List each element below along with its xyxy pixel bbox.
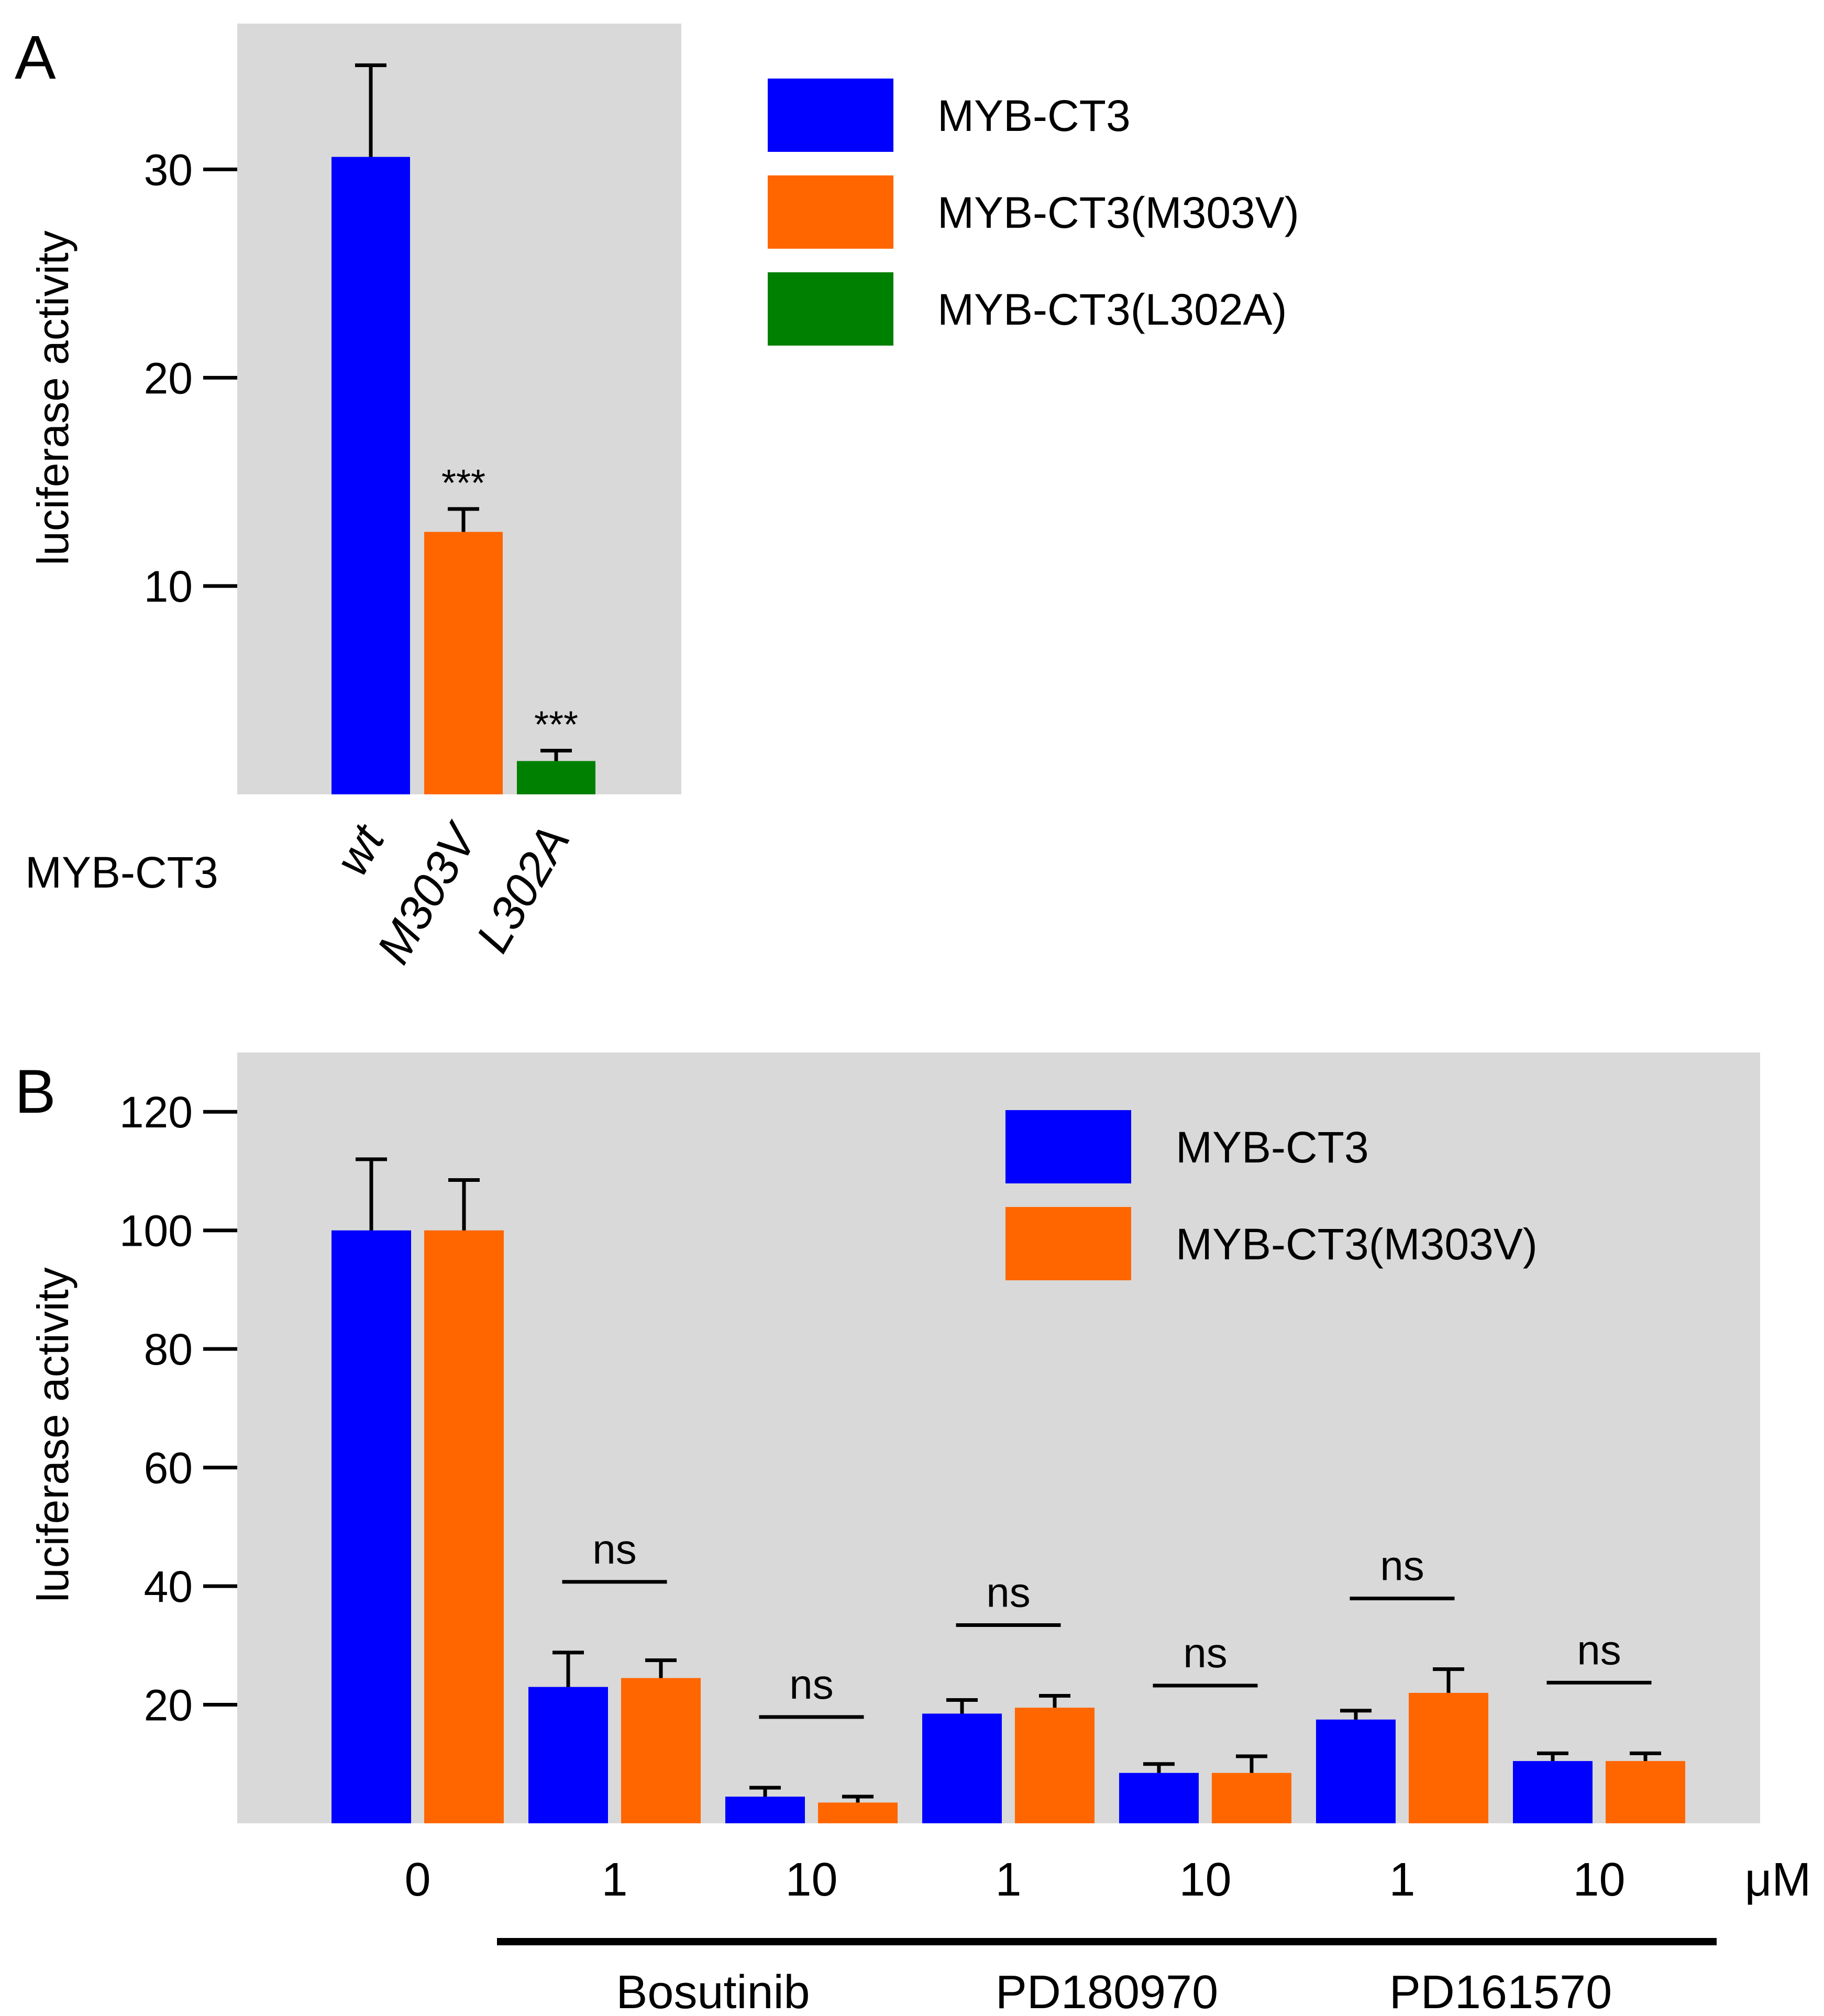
panel-a-x-tick-label: L302A bbox=[467, 817, 580, 961]
panel-b-drug-labels: Bosutinib PD180970 PD161570 bbox=[497, 1938, 1717, 2016]
panel-b-legend-label: MYB-CT3 bbox=[1176, 1123, 1369, 1172]
panel-b-significance-label: ns bbox=[986, 1569, 1031, 1616]
panel-b-error-bar bbox=[1340, 1709, 1372, 1720]
panel-a-x-tick-label: M303V bbox=[367, 813, 489, 972]
panel-b-drug-label: PD180970 bbox=[996, 1966, 1218, 2016]
panel-a-bar-wt bbox=[331, 157, 410, 794]
panel-a-error-bar bbox=[448, 507, 479, 532]
panel-b-dose-label: 0 bbox=[404, 1854, 430, 1906]
panel-a-significance-label: *** bbox=[441, 462, 485, 504]
panel-b-label: B bbox=[15, 1057, 56, 1126]
panel-b-legend-swatch bbox=[1005, 1110, 1131, 1183]
panel-b-significance-label: ns bbox=[1577, 1626, 1621, 1673]
panel-b-y-tick-label: 60 bbox=[144, 1444, 193, 1493]
panel-a-error-bar bbox=[540, 748, 572, 761]
panel-b-error-bar bbox=[1143, 1762, 1175, 1773]
panel-a-significance-label: *** bbox=[534, 704, 578, 746]
panel-b-legend: MYB-CT3 MYB-CT3(M303V) bbox=[1005, 1110, 1538, 1280]
panel-a-error-bar bbox=[355, 63, 386, 157]
panel-a-bars: *** *** bbox=[331, 63, 595, 794]
panel-b-drug-label: PD161570 bbox=[1389, 1966, 1612, 2016]
panel-b-legend-swatch bbox=[1005, 1207, 1131, 1280]
panel-b-bar-blue bbox=[1513, 1761, 1593, 1823]
panel-b-bar-blue bbox=[1316, 1719, 1396, 1823]
panel-b-y-tick-label: 120 bbox=[119, 1088, 193, 1137]
panel-b-y-tick-label: 80 bbox=[144, 1325, 193, 1374]
panel-b-error-bar bbox=[946, 1698, 978, 1714]
panel-b-significance-label: ns bbox=[1380, 1543, 1424, 1589]
panel-b-dose-label: 1 bbox=[1389, 1854, 1415, 1906]
panel-a-x-tick-label: wt bbox=[326, 815, 396, 884]
panel-a-y-ticks: 10 20 30 bbox=[144, 145, 237, 611]
panel-b-dose-label: 10 bbox=[1179, 1854, 1231, 1906]
panel-a-group-label: MYB-CT3 bbox=[25, 848, 218, 897]
panel-b-error-bar bbox=[552, 1651, 584, 1687]
panel-b-bar-blue bbox=[528, 1687, 608, 1823]
panel-b-error-bar bbox=[1236, 1754, 1267, 1773]
panel-b-dose-label: 1 bbox=[995, 1854, 1021, 1906]
panel-a-legend-label: MYB-CT3(L302A) bbox=[937, 285, 1287, 334]
panel-b-legend-label: MYB-CT3(M303V) bbox=[1176, 1220, 1538, 1269]
panel-b-dose-label: 10 bbox=[785, 1854, 837, 1906]
panel-b-bar-orange bbox=[1409, 1692, 1488, 1823]
panel-b-y-tick-label: 40 bbox=[144, 1562, 193, 1611]
panel-b-y-tick-label: 100 bbox=[119, 1206, 193, 1256]
panel-b-bar-orange bbox=[1212, 1773, 1291, 1823]
panel-b-significance-label: ns bbox=[789, 1661, 834, 1708]
panel-a-legend-swatch bbox=[768, 79, 893, 152]
panel-b-error-bar bbox=[356, 1157, 387, 1231]
panel-b-bar-blue bbox=[922, 1713, 1002, 1823]
panel-b-y-ticks: 20 40 60 80 100 120 bbox=[119, 1088, 237, 1730]
panel-a-y-tick-label: 10 bbox=[144, 562, 193, 611]
panel-b-bars: ns ns ns ns ns ns bbox=[331, 1157, 1685, 1823]
panel-b-bar-orange bbox=[621, 1678, 701, 1823]
panel-b-error-bar bbox=[448, 1178, 480, 1231]
panel-a-legend-swatch bbox=[768, 175, 893, 249]
panel-b-unit-label: μM bbox=[1745, 1854, 1811, 1906]
panel-a: A luciferase activity 10 20 30 *** *** MYB-… bbox=[15, 23, 1299, 972]
panel-b-error-bar bbox=[645, 1658, 677, 1678]
panel-b-error-bar bbox=[749, 1786, 781, 1797]
panel-b-dose-label: 1 bbox=[601, 1854, 627, 1906]
panel-a-bar-m303v bbox=[424, 531, 503, 794]
panel-b-bar-blue bbox=[725, 1797, 805, 1823]
panel-b-error-bar bbox=[1039, 1694, 1070, 1708]
panel-b-error-bar bbox=[1537, 1751, 1568, 1762]
panel-a-bar-l302a bbox=[517, 761, 595, 794]
panel-a-label: A bbox=[15, 23, 56, 92]
panel-a-y-axis-label: luciferase activity bbox=[28, 230, 78, 566]
panel-b-bar-orange bbox=[1015, 1708, 1095, 1823]
panel-b-error-bar bbox=[1433, 1667, 1464, 1693]
panel-a-y-tick-label: 30 bbox=[144, 145, 193, 194]
panel-b-y-tick-label: 20 bbox=[144, 1681, 193, 1730]
panel-b-y-axis-label: luciferase activity bbox=[28, 1267, 78, 1602]
panel-b-dose-labels: 0 1 10 1 10 1 10 bbox=[404, 1854, 1625, 1906]
panel-a-legend-swatch bbox=[768, 272, 893, 346]
panel-b-drug-label: Bosutinib bbox=[616, 1966, 810, 2016]
panel-b-significance-label: ns bbox=[592, 1526, 637, 1572]
panel-b-error-bar bbox=[1630, 1751, 1661, 1762]
panel-b-bar-blue bbox=[331, 1230, 411, 1823]
panel-b-bar-orange bbox=[818, 1802, 898, 1823]
panel-b-dose-label: 10 bbox=[1573, 1854, 1625, 1906]
panel-a-y-tick-label: 20 bbox=[144, 353, 193, 403]
panel-a-legend: MYB-CT3 MYB-CT3(M303V) MYB-CT3(L302A) bbox=[768, 79, 1299, 346]
panel-a-legend-label: MYB-CT3 bbox=[937, 91, 1131, 140]
panel-b-bar-orange bbox=[424, 1230, 504, 1823]
panel-a-legend-label: MYB-CT3(M303V) bbox=[937, 188, 1299, 237]
panel-b-significance-label: ns bbox=[1183, 1630, 1228, 1676]
panel-b-bar-blue bbox=[1119, 1773, 1199, 1823]
panel-b-bar-orange bbox=[1606, 1761, 1685, 1823]
panel-b-error-bar bbox=[842, 1795, 874, 1803]
